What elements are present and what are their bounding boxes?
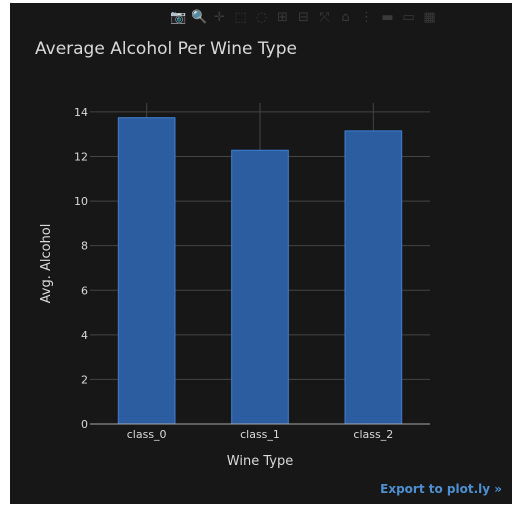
autoscale-icon[interactable]: ⤧ — [319, 10, 330, 25]
export-to-plotly-link[interactable]: Export to plot.ly » — [380, 482, 502, 496]
hover-closest-icon[interactable]: ▬ — [381, 10, 394, 25]
chart-panel: 📷 🔍 ✛ ⬚ ◌ ⊞ ⊟ ⤧ ⌂ ⋮ ▬ ▭ ▦ Average Alcohol Per Wine T… — [10, 3, 512, 504]
bar-class_2 — [344, 130, 403, 425]
zoom-out-icon[interactable]: ⊟ — [298, 10, 309, 25]
y-tick-label: 12 — [74, 151, 88, 164]
zoom-in-icon[interactable]: ⊞ — [277, 10, 288, 25]
y-tick-label: 10 — [74, 195, 88, 208]
x-axis-title: Wine Type — [227, 454, 293, 469]
box-select-icon[interactable]: ⬚ — [234, 10, 247, 25]
lasso-icon[interactable]: ◌ — [255, 10, 268, 25]
y-axis-title: Avg. Alcohol — [39, 224, 54, 304]
y-tick-label: 4 — [81, 329, 88, 342]
y-tick-label: 8 — [81, 240, 88, 253]
modebar: 📷 🔍 ✛ ⬚ ◌ ⊞ ⊟ ⤧ ⌂ ⋮ ▬ ▭ ▦ — [170, 9, 437, 27]
x-tick-label: class_1 — [240, 428, 280, 441]
reset-axes-icon[interactable]: ⌂ — [341, 10, 350, 25]
y-tick-label: 2 — [81, 373, 88, 386]
pan-icon[interactable]: ✛ — [214, 10, 225, 25]
plotly-logo-icon[interactable]: ▦ — [423, 10, 436, 25]
chart-title: Average Alcohol Per Wine Type — [35, 39, 297, 59]
y-tick-label: 0 — [81, 418, 88, 431]
bar-class_1 — [231, 149, 289, 425]
y-tick-label: 14 — [74, 106, 88, 119]
bar-chart: 0 2 4 6 8 10 12 14 class_0 class_1 class_2 Wine Typ… — [39, 103, 430, 469]
hover-compare-icon[interactable]: ▭ — [402, 10, 415, 25]
y-tick-label: 6 — [81, 284, 88, 297]
x-tick-label: class_0 — [127, 428, 167, 441]
camera-icon[interactable]: 📷 — [170, 10, 187, 25]
x-tick-label: class_2 — [353, 428, 393, 441]
zoom-icon[interactable]: 🔍 — [191, 10, 208, 25]
spike-lines-icon[interactable]: ⋮ — [360, 10, 373, 25]
bar-class_0 — [117, 117, 176, 425]
